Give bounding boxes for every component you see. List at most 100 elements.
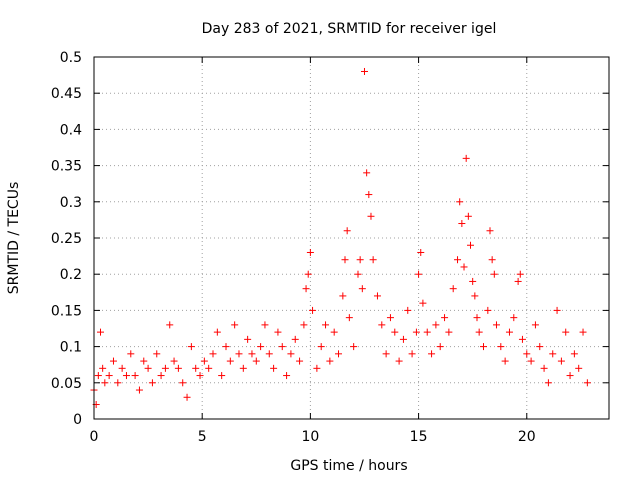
data-point xyxy=(270,364,278,372)
data-point xyxy=(222,343,230,351)
data-point xyxy=(122,372,130,380)
data-point xyxy=(373,292,381,300)
data-point xyxy=(218,372,226,380)
data-point xyxy=(575,364,583,372)
data-point xyxy=(148,379,156,387)
data-point xyxy=(436,343,444,351)
y-tick-label: 0.25 xyxy=(51,231,82,247)
data-point xyxy=(309,306,317,314)
data-point xyxy=(161,364,169,372)
x-tick-label: 15 xyxy=(410,429,428,445)
data-point xyxy=(445,328,453,336)
data-point xyxy=(200,357,208,365)
data-point xyxy=(492,321,500,329)
data-point xyxy=(469,277,477,285)
data-point xyxy=(339,292,347,300)
data-point xyxy=(94,372,102,380)
data-point xyxy=(239,364,247,372)
data-point xyxy=(356,256,364,264)
data-point xyxy=(423,328,431,336)
y-tick-label: 0.5 xyxy=(60,50,82,66)
data-point xyxy=(296,357,304,365)
data-point xyxy=(479,343,487,351)
y-tick-label: 0.3 xyxy=(60,195,82,211)
data-point xyxy=(553,306,561,314)
data-point xyxy=(441,314,449,322)
data-point xyxy=(490,270,498,278)
data-point xyxy=(313,364,321,372)
data-point xyxy=(192,364,200,372)
data-point xyxy=(514,277,522,285)
data-point xyxy=(378,321,386,329)
data-point xyxy=(549,350,557,358)
data-point xyxy=(518,335,526,343)
data-point xyxy=(464,212,472,220)
data-point xyxy=(505,328,513,336)
data-point xyxy=(109,357,117,365)
data-point xyxy=(235,350,243,358)
data-point xyxy=(114,379,122,387)
data-point xyxy=(144,364,152,372)
axis-tick-labels: 0 5 10 15 20 0 0.05 0.1 0.15 0.2 0.25 0.3 0.35 0.4 0.4… xyxy=(51,50,536,445)
y-tick-label: 0.4 xyxy=(60,122,82,138)
data-point xyxy=(99,364,107,372)
data-point xyxy=(322,321,330,329)
x-tick-label: 20 xyxy=(518,429,536,445)
data-point xyxy=(358,285,366,293)
data-point xyxy=(579,328,587,336)
y-tick-label: 0.05 xyxy=(51,376,82,392)
data-point xyxy=(536,343,544,351)
data-point xyxy=(367,212,375,220)
data-point xyxy=(287,350,295,358)
y-tick-label: 0.15 xyxy=(51,303,82,319)
data-point xyxy=(205,364,213,372)
data-point xyxy=(257,343,265,351)
data-point xyxy=(365,191,373,199)
data-point xyxy=(471,292,479,300)
data-point xyxy=(382,350,390,358)
data-point xyxy=(432,321,440,329)
data-point xyxy=(391,328,399,336)
data-point xyxy=(562,328,570,336)
data-point xyxy=(213,328,221,336)
data-point xyxy=(345,314,353,322)
data-point xyxy=(363,169,371,177)
y-tick-label: 0.45 xyxy=(51,86,82,102)
data-points xyxy=(90,67,591,409)
data-point xyxy=(516,270,524,278)
data-point xyxy=(454,256,462,264)
data-point xyxy=(395,357,403,365)
x-tick-label: 0 xyxy=(90,429,99,445)
data-point xyxy=(510,314,518,322)
data-point xyxy=(341,256,349,264)
data-point xyxy=(369,256,377,264)
data-point xyxy=(415,270,423,278)
data-point xyxy=(404,306,412,314)
data-point xyxy=(317,343,325,351)
data-point xyxy=(196,372,204,380)
chart-title: Day 283 of 2021, SRMTID for receiver ige… xyxy=(202,21,497,37)
data-point xyxy=(326,357,334,365)
data-point xyxy=(252,357,260,365)
data-point xyxy=(140,357,148,365)
data-point xyxy=(417,248,425,256)
data-point xyxy=(153,350,161,358)
data-point xyxy=(157,372,165,380)
x-tick-label: 5 xyxy=(198,429,207,445)
x-tick-label: 10 xyxy=(301,429,319,445)
y-tick-label: 0.1 xyxy=(60,340,82,356)
data-point xyxy=(486,227,494,235)
data-point xyxy=(187,343,195,351)
data-point xyxy=(291,335,299,343)
data-point xyxy=(419,299,427,307)
data-point xyxy=(304,270,312,278)
data-point xyxy=(244,335,252,343)
plot-frame xyxy=(93,56,610,420)
y-tick-label: 0.2 xyxy=(60,267,82,283)
data-point xyxy=(460,263,468,271)
data-point xyxy=(101,379,109,387)
data-point xyxy=(399,335,407,343)
data-point xyxy=(261,321,269,329)
data-point xyxy=(473,314,481,322)
